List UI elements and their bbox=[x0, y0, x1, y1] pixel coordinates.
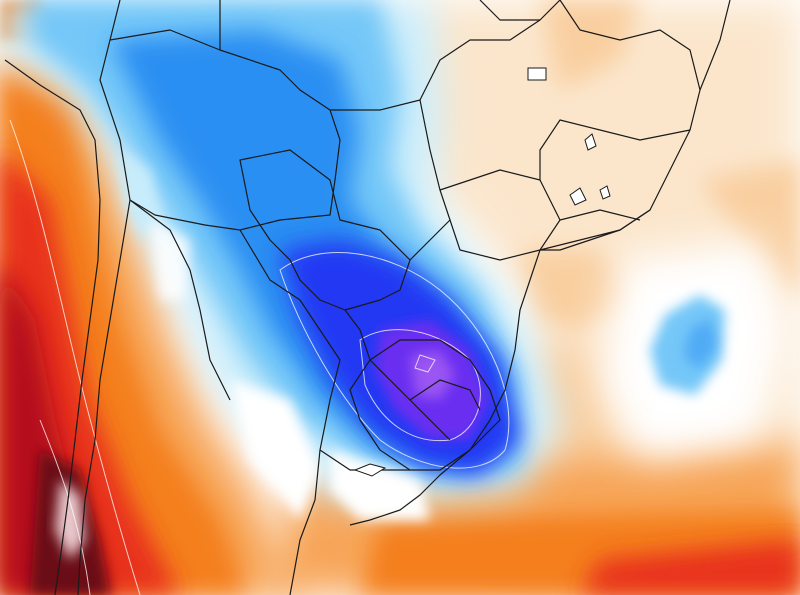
pacific-coastline bbox=[4, 59, 101, 595]
small-features bbox=[353, 67, 611, 477]
argentina-interior-borders bbox=[129, 199, 231, 401]
warm-anomaly-field bbox=[260, 0, 800, 595]
political-borders bbox=[4, 0, 731, 595]
bolivia-border bbox=[109, 29, 341, 231]
brazil-central-border bbox=[330, 99, 451, 261]
paraguay-border bbox=[239, 149, 411, 311]
pacific-warm-field bbox=[0, 0, 300, 595]
andes-frontier bbox=[77, 0, 131, 595]
atlantic-coastline bbox=[349, 249, 541, 526]
